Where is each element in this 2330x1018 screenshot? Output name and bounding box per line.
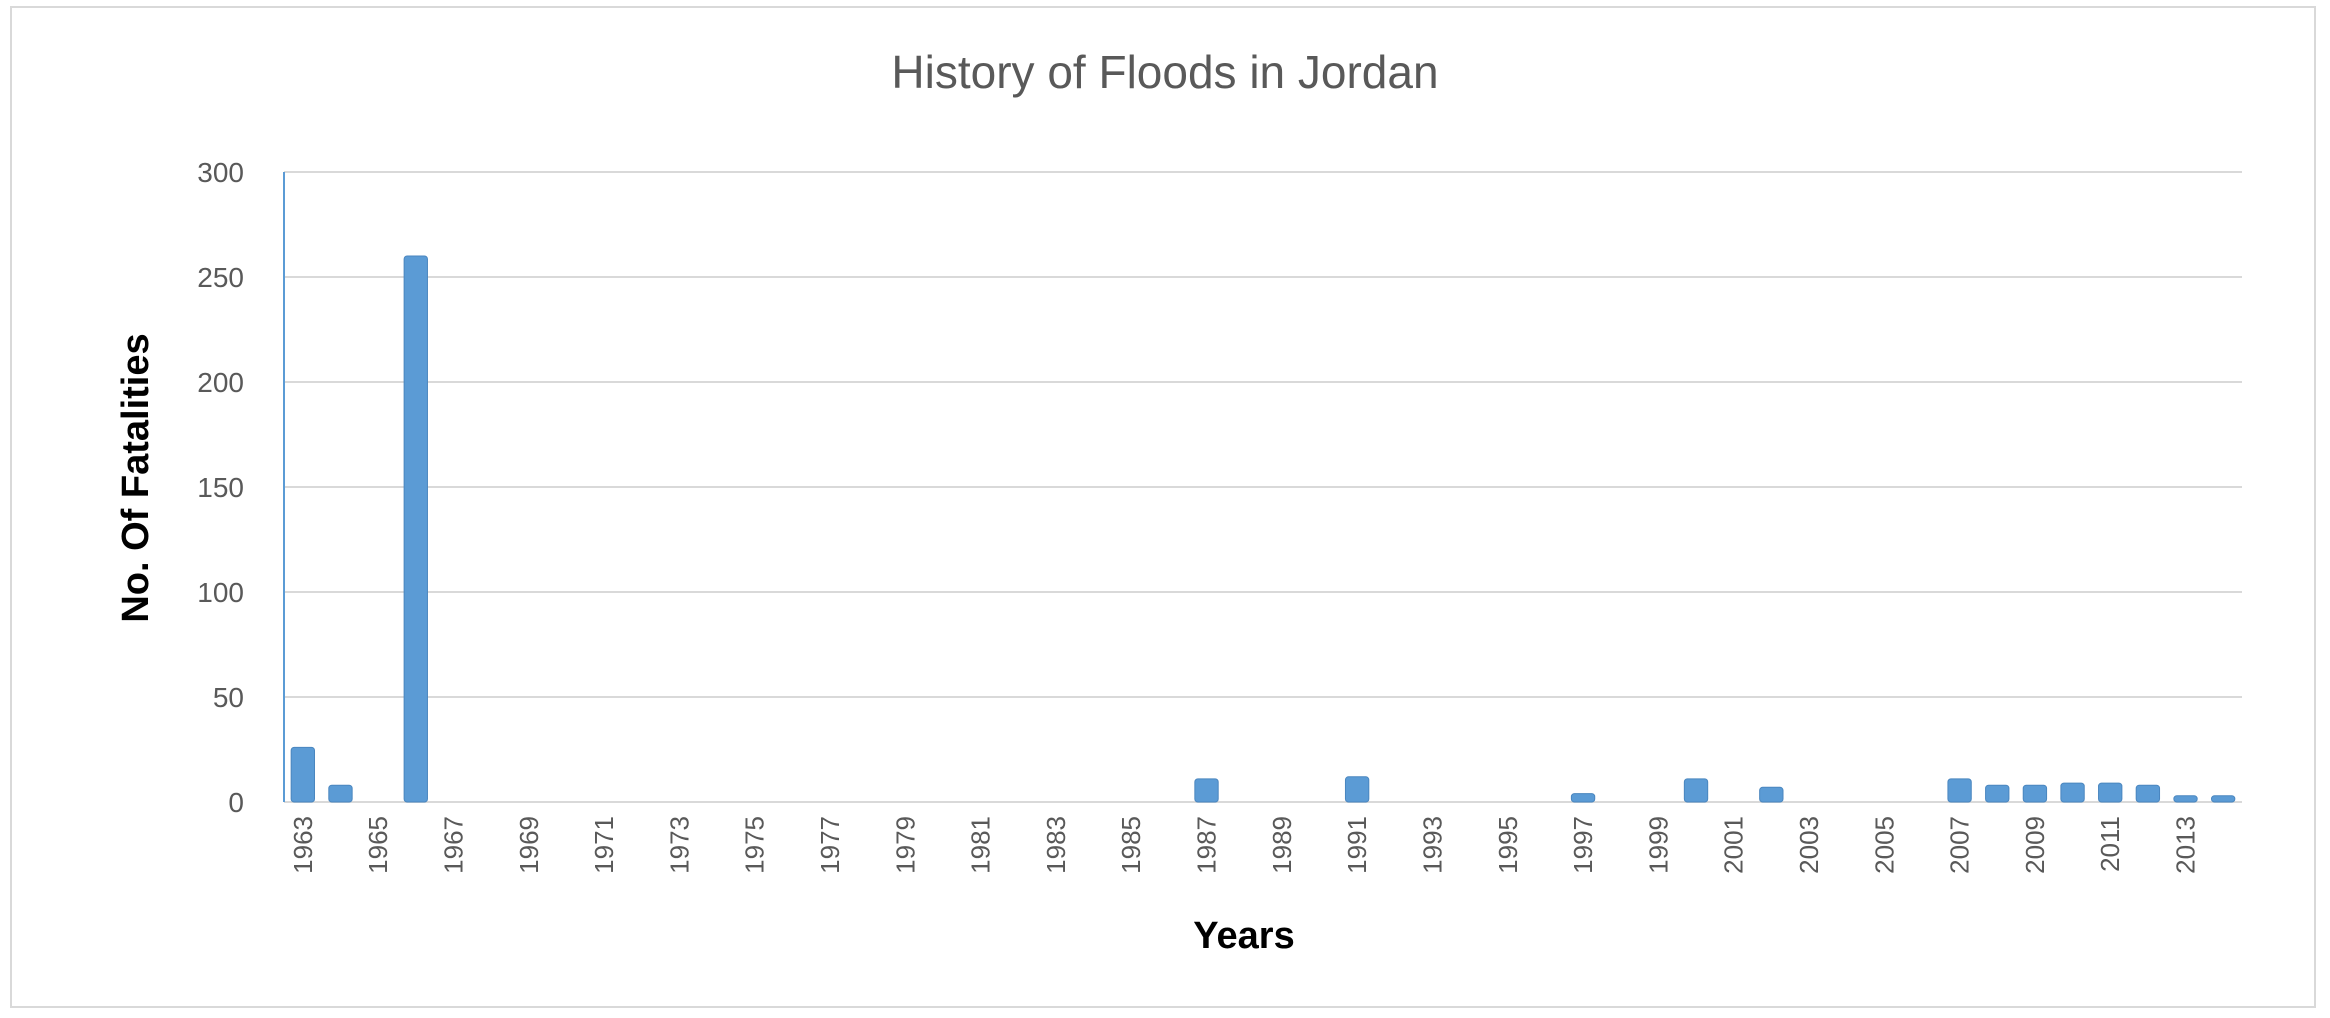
x-tick-label: 2013 [2171,816,2201,874]
x-axis-ticks: 1963 1965 1967 1969 1971 1973 1975 1977 1979 1981… [288,816,2201,874]
bar-2011 [2098,782,2123,803]
x-tick-label: 1987 [1192,816,1222,874]
bar-1997 [1570,793,1596,803]
x-tick-label: 1995 [1493,816,1523,874]
x-tick-label: 1981 [966,816,996,874]
x-tick-label: 1975 [740,816,770,874]
y-tick-label: 100 [197,577,244,608]
x-tick-label: 2011 [2095,816,2125,872]
x-tick-label: 1979 [890,816,920,874]
x-tick-label: 1989 [1267,816,1297,874]
x-tick-label: 2001 [1719,816,1749,874]
x-tick-label: 1983 [1041,816,1071,874]
x-tick-label: 1999 [1643,816,1673,874]
bars [290,255,2236,803]
x-tick-label: 1969 [514,816,544,874]
chart-frame: History of Floods in Jordan 0 50 100 150 200… [10,6,2316,1008]
x-tick-label: 1993 [1417,816,1447,874]
bar-2013 [2173,795,2198,803]
x-tick-label: 1991 [1342,816,1372,874]
x-tick-label: 2003 [1794,816,1824,874]
bar-2000 [1683,778,1709,803]
x-tick-label: 2007 [1945,816,1975,874]
x-tick-label: 2005 [1869,816,1899,874]
x-tick-label: 1977 [815,816,845,874]
y-tick-label: 250 [197,262,244,293]
bar-2002 [1759,786,1784,803]
x-tick-label: 1967 [438,816,468,874]
y-axis-ticks: 0 50 100 150 200 250 300 [197,157,244,818]
bar-2012 [2135,784,2161,803]
y-tick-label: 200 [197,367,244,398]
x-tick-label: 1965 [363,816,393,874]
x-tick-label: 1973 [664,816,694,874]
bar-2007 [1947,778,1972,803]
bar-2014 [2211,795,2236,803]
chart-title: History of Floods in Jordan [891,46,1438,98]
bar-1987 [1194,778,1219,803]
y-tick-label: 50 [213,682,244,713]
y-tick-label: 150 [197,472,244,503]
bar-chart: History of Floods in Jordan 0 50 100 150 200… [115,46,2242,957]
x-tick-label: 2009 [2020,816,2050,874]
y-tick-label: 300 [197,157,244,188]
bar-2010 [2060,782,2085,803]
x-tick-label: 1997 [1568,816,1598,874]
x-tick-label: 1971 [589,816,619,874]
bar-1991 [1344,776,1370,803]
gridlines [284,171,2242,803]
bar-1963 [290,746,315,803]
x-axis-title: Years [1193,915,1294,957]
bar-1966 [403,255,428,803]
y-tick-label: 0 [228,787,244,818]
bar-2009 [2022,784,2048,803]
x-tick-label: 1985 [1116,816,1146,874]
x-tick-label: 1963 [288,816,318,874]
bar-2008 [1985,784,2010,803]
bar-1964 [328,784,353,803]
y-axis-title: No. Of Fatalities [115,333,157,622]
